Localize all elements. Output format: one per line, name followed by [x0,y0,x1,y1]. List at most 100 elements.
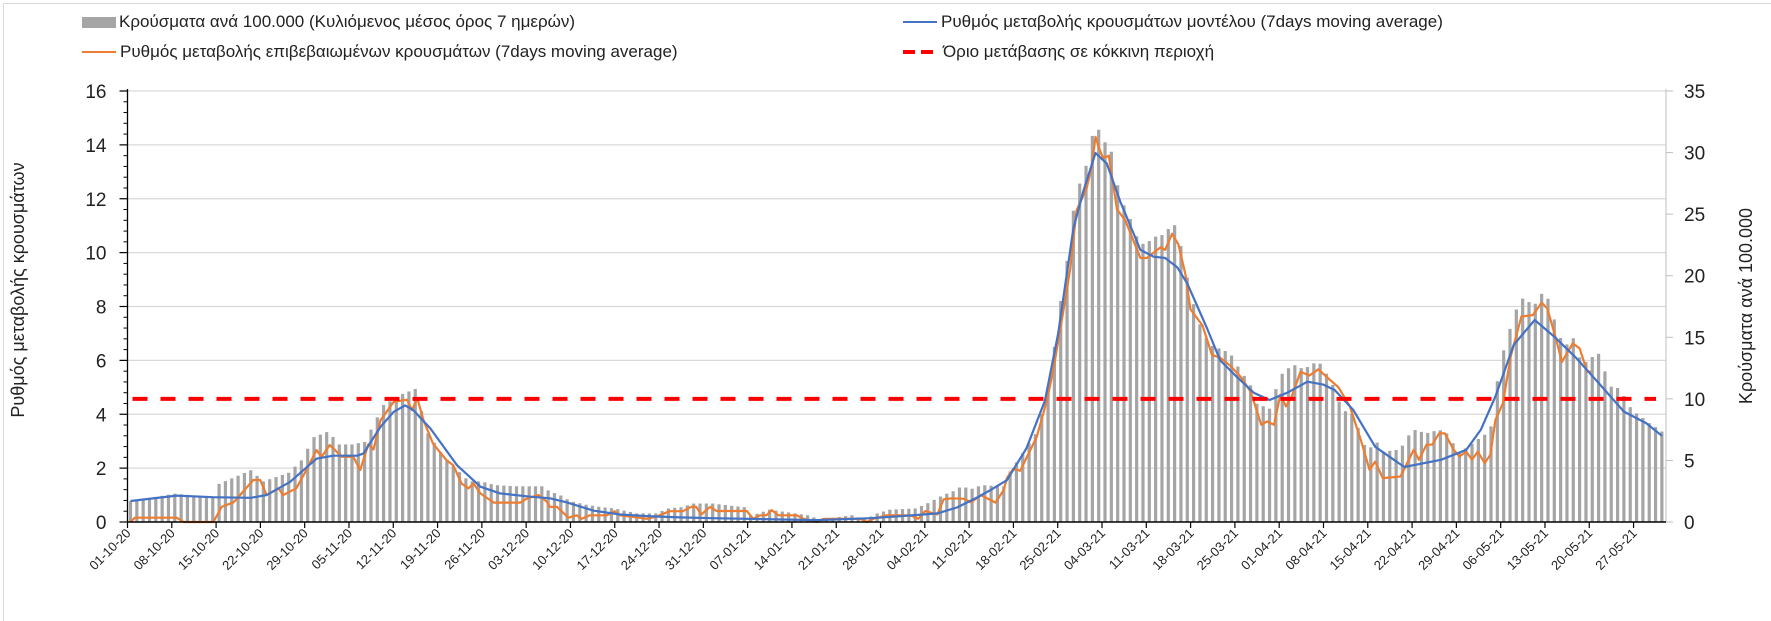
bar [704,503,708,522]
bar [1634,413,1639,522]
bar [1540,293,1544,522]
bar [293,466,297,522]
gridlines [127,90,1666,469]
bar [1027,443,1031,522]
bar [514,486,519,522]
y-left-tick-label: 6 [96,351,107,372]
x-tick-label: 08-10-20 [131,526,178,573]
bar [957,487,962,522]
bar [1375,442,1379,522]
y-left-tick-label: 4 [96,405,107,426]
x-tick-label: 25-02-21 [1016,526,1063,573]
bar [1255,403,1259,522]
legend-swatch-model [903,21,937,23]
bar [1578,357,1582,522]
bar [344,444,348,522]
bar [1128,219,1132,522]
bar [1084,165,1088,522]
bar [1097,129,1101,523]
bar [1065,260,1069,522]
bar [451,465,455,522]
y-right-tick-label: 10 [1684,390,1705,411]
bar [1021,453,1025,522]
y-left-tick-label: 2 [96,459,107,480]
bar [1261,406,1265,522]
bar [1103,142,1107,522]
bar [1052,346,1056,522]
bar [780,511,784,522]
y-right-tick-label: 25 [1684,205,1705,226]
x-tick-label: 25-03-21 [1194,526,1241,573]
bar [198,496,202,522]
x-tick-label: 20-05-21 [1548,526,1595,573]
x-tick-label: 19-11-20 [397,526,444,573]
x-tick-label: 18-02-21 [972,526,1019,573]
bar [1318,363,1322,522]
legend-item-threshold: Όριο μετάβασης σε κόκκινη περιοχή [903,42,1214,62]
bar [476,481,481,522]
bar [280,474,284,522]
bar [382,405,386,522]
bar [185,494,190,522]
confirmed-rate-line [129,135,1591,524]
bar [1527,302,1531,522]
bar [318,434,322,522]
bar [546,490,550,522]
bar [1464,448,1468,522]
bar [464,478,468,522]
bar [432,442,436,522]
bar [1305,367,1310,522]
bar [1603,371,1607,522]
bar [1210,345,1215,522]
bar [666,508,670,522]
bar [1356,427,1360,522]
axes: 0 2 4 6 8 10 12 14 16 0 5 10 15 20 25 30 35 01-10-2008-10… [85,82,1705,573]
bar [312,437,316,522]
bar [1546,298,1550,522]
bar [565,499,569,522]
bar [805,515,810,522]
x-tick-label: 24-12-20 [618,526,665,573]
bar [1071,210,1075,522]
bar [154,496,158,522]
bar [527,486,531,522]
legend-swatch-bars [82,16,116,28]
x-tick-label: 29-04-21 [1415,526,1462,573]
bar [1388,450,1392,522]
bar [723,505,727,522]
bar [1059,300,1063,522]
bar [1413,430,1417,522]
bar [616,509,620,522]
bar [673,507,677,522]
bar [711,503,715,522]
bar [141,498,145,522]
x-tick-label: 11-03-21 [1106,526,1153,573]
bar [609,508,614,522]
bar [173,493,177,522]
bar [1217,348,1221,522]
bar [1337,401,1341,522]
bar [445,459,449,522]
bar [217,483,221,522]
bar [249,470,253,522]
bar [995,486,1000,522]
bar [521,486,525,522]
x-tick-label: 06-05-21 [1459,526,1506,573]
legend-label-confirmed: Ρυθμός μεταβολής επιβεβαιωμένων κρουσμάτ… [120,42,678,61]
bar [204,496,209,522]
bar [1116,185,1120,522]
bar [401,393,405,522]
x-tick-label: 13-05-21 [1504,526,1551,573]
bar [470,481,474,522]
bar [1185,277,1189,522]
bar [287,472,291,522]
bar [419,411,424,522]
bar [1615,388,1620,522]
bar [1173,225,1177,522]
bar [1457,453,1461,522]
bar [128,501,133,522]
bar [331,437,335,522]
x-tick-label: 05-11-20 [308,526,355,573]
